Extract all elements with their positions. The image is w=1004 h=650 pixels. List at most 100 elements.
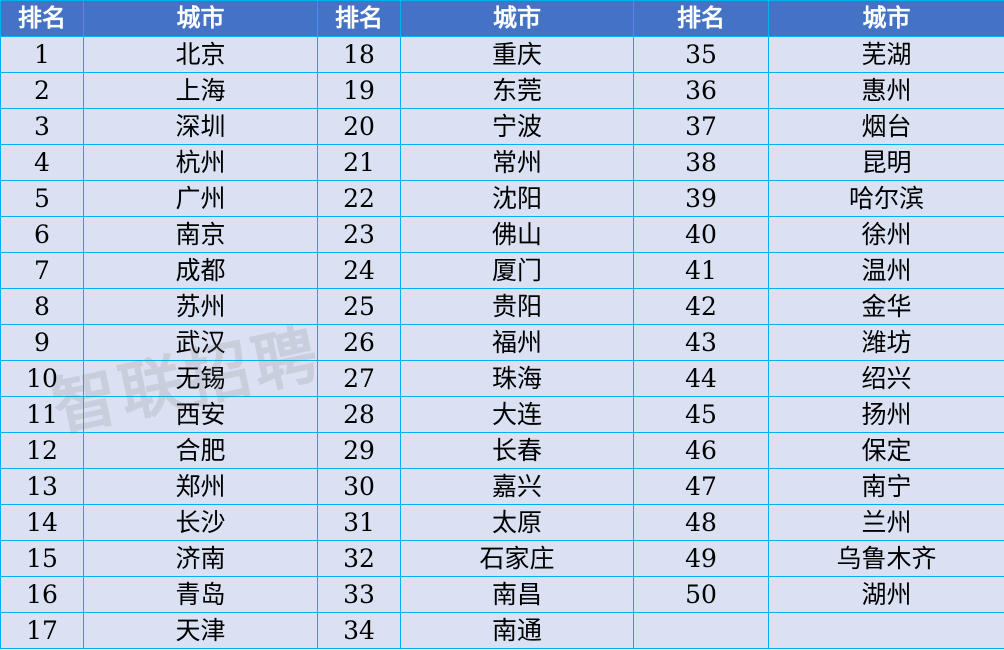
table-row: 2 上海 19 东莞 36 惠州 xyxy=(0,72,1004,109)
rank-cell: 40 xyxy=(633,216,769,253)
city-cell: 绍兴 xyxy=(768,360,1004,397)
city-cell: 贵阳 xyxy=(400,288,634,325)
city-cell: 温州 xyxy=(768,252,1004,289)
table-row: 1 北京 18 重庆 35 芜湖 xyxy=(0,36,1004,73)
city-cell: 昆明 xyxy=(768,144,1004,181)
rank-cell: 45 xyxy=(633,396,769,433)
table-row: 14 长沙 31 太原 48 兰州 xyxy=(0,504,1004,541)
rank-cell: 9 xyxy=(0,324,84,361)
table-row: 17 天津 34 南通 xyxy=(0,612,1004,649)
city-cell: 重庆 xyxy=(400,36,634,73)
header-row: 排名 城市 排名 城市 排名 城市 xyxy=(0,0,1004,37)
table-row: 5 广州 22 沈阳 39 哈尔滨 xyxy=(0,180,1004,217)
city-cell: 兰州 xyxy=(768,504,1004,541)
city-cell xyxy=(768,612,1004,649)
city-cell: 厦门 xyxy=(400,252,634,289)
rank-cell: 3 xyxy=(0,108,84,145)
city-cell: 芜湖 xyxy=(768,36,1004,73)
rank-cell: 1 xyxy=(0,36,84,73)
rank-cell: 28 xyxy=(317,396,401,433)
city-cell: 哈尔滨 xyxy=(768,180,1004,217)
rank-cell: 50 xyxy=(633,576,769,613)
rank-cell: 4 xyxy=(0,144,84,181)
rank-cell: 39 xyxy=(633,180,769,217)
header-rank: 排名 xyxy=(0,0,84,37)
city-cell: 宁波 xyxy=(400,108,634,145)
city-cell: 金华 xyxy=(768,288,1004,325)
table-row: 10 无锡 27 珠海 44 绍兴 xyxy=(0,360,1004,397)
header-city: 城市 xyxy=(83,0,318,37)
city-cell: 杭州 xyxy=(83,144,318,181)
table-row: 16 青岛 33 南昌 50 湖州 xyxy=(0,576,1004,613)
city-cell: 徐州 xyxy=(768,216,1004,253)
city-cell: 常州 xyxy=(400,144,634,181)
city-cell: 沈阳 xyxy=(400,180,634,217)
rank-cell: 48 xyxy=(633,504,769,541)
city-cell: 青岛 xyxy=(83,576,318,613)
city-cell: 苏州 xyxy=(83,288,318,325)
rank-cell: 46 xyxy=(633,432,769,469)
table-row: 9 武汉 26 福州 43 潍坊 xyxy=(0,324,1004,361)
table-row: 4 杭州 21 常州 38 昆明 xyxy=(0,144,1004,181)
rank-cell: 14 xyxy=(0,504,84,541)
city-cell: 无锡 xyxy=(83,360,318,397)
city-cell: 南京 xyxy=(83,216,318,253)
rank-cell: 24 xyxy=(317,252,401,289)
rank-cell: 30 xyxy=(317,468,401,505)
rank-cell: 10 xyxy=(0,360,84,397)
city-cell: 上海 xyxy=(83,72,318,109)
city-cell: 福州 xyxy=(400,324,634,361)
city-cell: 嘉兴 xyxy=(400,468,634,505)
rank-cell: 29 xyxy=(317,432,401,469)
city-cell: 北京 xyxy=(83,36,318,73)
rank-cell: 20 xyxy=(317,108,401,145)
table-row: 12 合肥 29 长春 46 保定 xyxy=(0,432,1004,469)
city-cell: 南通 xyxy=(400,612,634,649)
city-cell: 长沙 xyxy=(83,504,318,541)
city-cell: 西安 xyxy=(83,396,318,433)
rank-cell: 33 xyxy=(317,576,401,613)
table-row: 6 南京 23 佛山 40 徐州 xyxy=(0,216,1004,253)
city-cell: 佛山 xyxy=(400,216,634,253)
city-cell: 成都 xyxy=(83,252,318,289)
rank-cell: 42 xyxy=(633,288,769,325)
rank-cell: 2 xyxy=(0,72,84,109)
rank-cell: 32 xyxy=(317,540,401,577)
rank-cell: 13 xyxy=(0,468,84,505)
rank-cell: 23 xyxy=(317,216,401,253)
city-cell: 乌鲁木齐 xyxy=(768,540,1004,577)
table-row: 7 成都 24 厦门 41 温州 xyxy=(0,252,1004,289)
rank-cell: 16 xyxy=(0,576,84,613)
city-cell: 郑州 xyxy=(83,468,318,505)
city-cell: 广州 xyxy=(83,180,318,217)
rank-cell: 37 xyxy=(633,108,769,145)
city-cell: 珠海 xyxy=(400,360,634,397)
city-cell: 长春 xyxy=(400,432,634,469)
table-row: 8 苏州 25 贵阳 42 金华 xyxy=(0,288,1004,325)
rank-cell: 12 xyxy=(0,432,84,469)
rank-cell: 25 xyxy=(317,288,401,325)
city-cell: 深圳 xyxy=(83,108,318,145)
city-cell: 大连 xyxy=(400,396,634,433)
rank-cell: 27 xyxy=(317,360,401,397)
city-cell: 天津 xyxy=(83,612,318,649)
city-cell: 南宁 xyxy=(768,468,1004,505)
rank-cell: 22 xyxy=(317,180,401,217)
table-row: 13 郑州 30 嘉兴 47 南宁 xyxy=(0,468,1004,505)
city-cell: 东莞 xyxy=(400,72,634,109)
header-city: 城市 xyxy=(768,0,1004,37)
rank-cell: 34 xyxy=(317,612,401,649)
rank-cell: 43 xyxy=(633,324,769,361)
table-row: 15 济南 32 石家庄 49 乌鲁木齐 xyxy=(0,540,1004,577)
city-cell: 保定 xyxy=(768,432,1004,469)
rank-cell: 6 xyxy=(0,216,84,253)
rank-cell xyxy=(633,612,769,649)
rank-cell: 36 xyxy=(633,72,769,109)
rank-cell: 18 xyxy=(317,36,401,73)
rank-cell: 38 xyxy=(633,144,769,181)
rank-cell: 44 xyxy=(633,360,769,397)
city-cell: 扬州 xyxy=(768,396,1004,433)
city-cell: 惠州 xyxy=(768,72,1004,109)
city-cell: 湖州 xyxy=(768,576,1004,613)
rank-cell: 19 xyxy=(317,72,401,109)
